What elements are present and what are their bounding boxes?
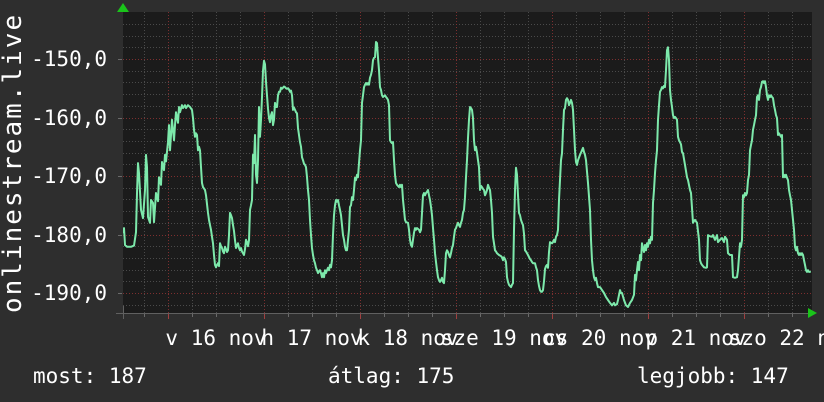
y-tick-label: -190,0	[31, 281, 107, 305]
x-tick-minor	[480, 314, 481, 317]
x-axis-arrow-right-icon	[808, 308, 817, 318]
x-tick-minor	[792, 314, 793, 317]
x-tick-minor	[408, 314, 409, 317]
x-tick-minor	[144, 314, 145, 317]
x-tick-minor	[384, 314, 385, 317]
y-tick-label: -160,0	[31, 105, 107, 130]
x-tick-minor	[288, 314, 289, 317]
x-tick-minor	[432, 314, 433, 317]
plot-area	[123, 12, 812, 313]
x-tick-minor	[696, 314, 697, 317]
x-tick-minor	[528, 314, 529, 317]
x-tick-major	[264, 314, 265, 319]
series-line	[123, 41, 811, 308]
x-tick-major	[552, 314, 553, 319]
x-tick-major	[168, 314, 169, 319]
x-day-label: p 21 nov	[645, 326, 747, 350]
y-tick-label: -170,0	[31, 164, 107, 188]
stat-most: most: 187	[33, 364, 147, 388]
y-tick-mark	[118, 176, 122, 177]
x-tick-major	[360, 314, 361, 319]
x-day-label: k 18 nov	[357, 326, 459, 350]
x-tick-minor	[336, 314, 337, 317]
x-tick-minor	[312, 314, 313, 317]
y-tick-mark	[118, 293, 122, 294]
stat-atlag: átlag: 175	[328, 364, 455, 388]
x-day-label: sze 19 nov	[440, 326, 568, 350]
chart-svg	[123, 12, 812, 313]
y-axis-origin-stub	[123, 306, 124, 319]
x-axis-line	[116, 313, 814, 314]
x-tick-minor	[216, 314, 217, 317]
x-tick-minor	[624, 314, 625, 317]
x-day-label: szo 22 nov	[728, 326, 824, 350]
y-tick-mark	[118, 235, 122, 236]
x-day-label: cs 20 nov	[543, 326, 657, 350]
stat-legjobb: legjobb: 147	[637, 364, 789, 388]
x-tick-major	[456, 314, 457, 319]
x-tick-minor	[576, 314, 577, 317]
x-tick-minor	[672, 314, 673, 317]
y-tick-label: -150,0	[31, 47, 107, 71]
x-tick-major	[648, 314, 649, 319]
y-tick-label: -180,0	[31, 222, 107, 247]
stats-row: most: 187 átlag: 175 legjobb: 147	[0, 364, 824, 388]
x-tick-major	[744, 314, 745, 319]
x-tick-minor	[504, 314, 505, 317]
x-tick-minor	[600, 314, 601, 317]
x-tick-minor	[768, 314, 769, 317]
y-tick-mark	[118, 59, 122, 60]
y-axis-arrow-up-icon	[117, 3, 129, 12]
y-tick-mark	[118, 118, 122, 119]
x-day-label: h 17 nov	[261, 326, 363, 350]
x-tick-minor	[192, 314, 193, 317]
x-day-label: v 16 nov	[165, 326, 267, 350]
x-tick-minor	[240, 314, 241, 317]
x-tick-minor	[720, 314, 721, 317]
